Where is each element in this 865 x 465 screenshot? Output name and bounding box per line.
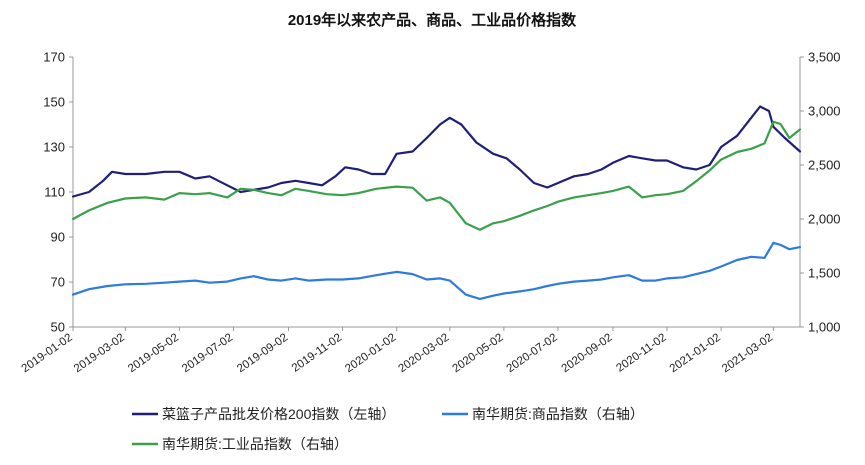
legend-label-3: 南华期货:工业品指数（右轴） <box>162 436 348 452</box>
x-tick-label: 2020-11-02 <box>614 332 668 375</box>
x-tick-label: 2019-07-02 <box>180 332 235 376</box>
left-tick-label: 150 <box>43 95 65 110</box>
x-tick-label: 2020-07-02 <box>505 332 560 376</box>
x-tick-label: 2020-01-02 <box>343 332 398 376</box>
chart-axes <box>72 57 801 328</box>
chart-legend: 菜篮子产品批发价格200指数（左轴） 南华期货:商品指数（右轴） 南华期货:工业品指… <box>132 406 644 452</box>
left-tick-label: 130 <box>43 140 65 155</box>
series-line-1 <box>71 105 802 198</box>
x-tick-label: 2019-11-02 <box>290 332 344 375</box>
left-tick-label: 50 <box>51 320 65 335</box>
left-axis-ticks: 50 70 90 110 130 150 170 <box>43 50 73 335</box>
series-lines <box>71 105 802 300</box>
x-tick-label: 2019-03-02 <box>72 332 127 376</box>
x-tick-label: 2021-03-02 <box>720 332 775 376</box>
x-tick-label: 2020-03-02 <box>396 332 451 376</box>
left-tick-label: 170 <box>43 50 65 65</box>
right-axis-ticks: 1,000 1,500 2,000 2,500 3,000 3,500 <box>800 50 841 335</box>
legend-label-1: 菜篮子产品批发价格200指数（左轴） <box>162 406 395 422</box>
series-line-2 <box>71 241 802 300</box>
x-tick-label: 2020-09-02 <box>560 332 615 376</box>
x-tick-label: 2019-05-02 <box>126 332 181 376</box>
right-tick-label: 2,500 <box>808 158 841 173</box>
left-tick-label: 110 <box>44 185 65 200</box>
right-tick-label: 2,000 <box>808 212 841 227</box>
left-tick-label: 70 <box>51 275 65 290</box>
right-tick-label: 1,500 <box>808 266 841 281</box>
right-tick-label: 1,000 <box>808 320 841 335</box>
chart-title: 2019年以来农产品、商品、工业品价格指数 <box>288 11 577 29</box>
right-tick-label: 3,500 <box>808 50 841 65</box>
x-tick-label: 2019-01-02 <box>20 332 75 376</box>
legend-label-2: 南华期货:商品指数（右轴） <box>472 406 644 422</box>
x-tick-label: 2020-05-02 <box>451 332 506 376</box>
series-line-3 <box>71 120 802 231</box>
x-tick-label: 2021-01-02 <box>668 332 723 376</box>
left-tick-label: 90 <box>51 230 65 245</box>
x-tick-label: 2019-09-02 <box>235 332 290 376</box>
right-tick-label: 3,000 <box>808 104 841 119</box>
